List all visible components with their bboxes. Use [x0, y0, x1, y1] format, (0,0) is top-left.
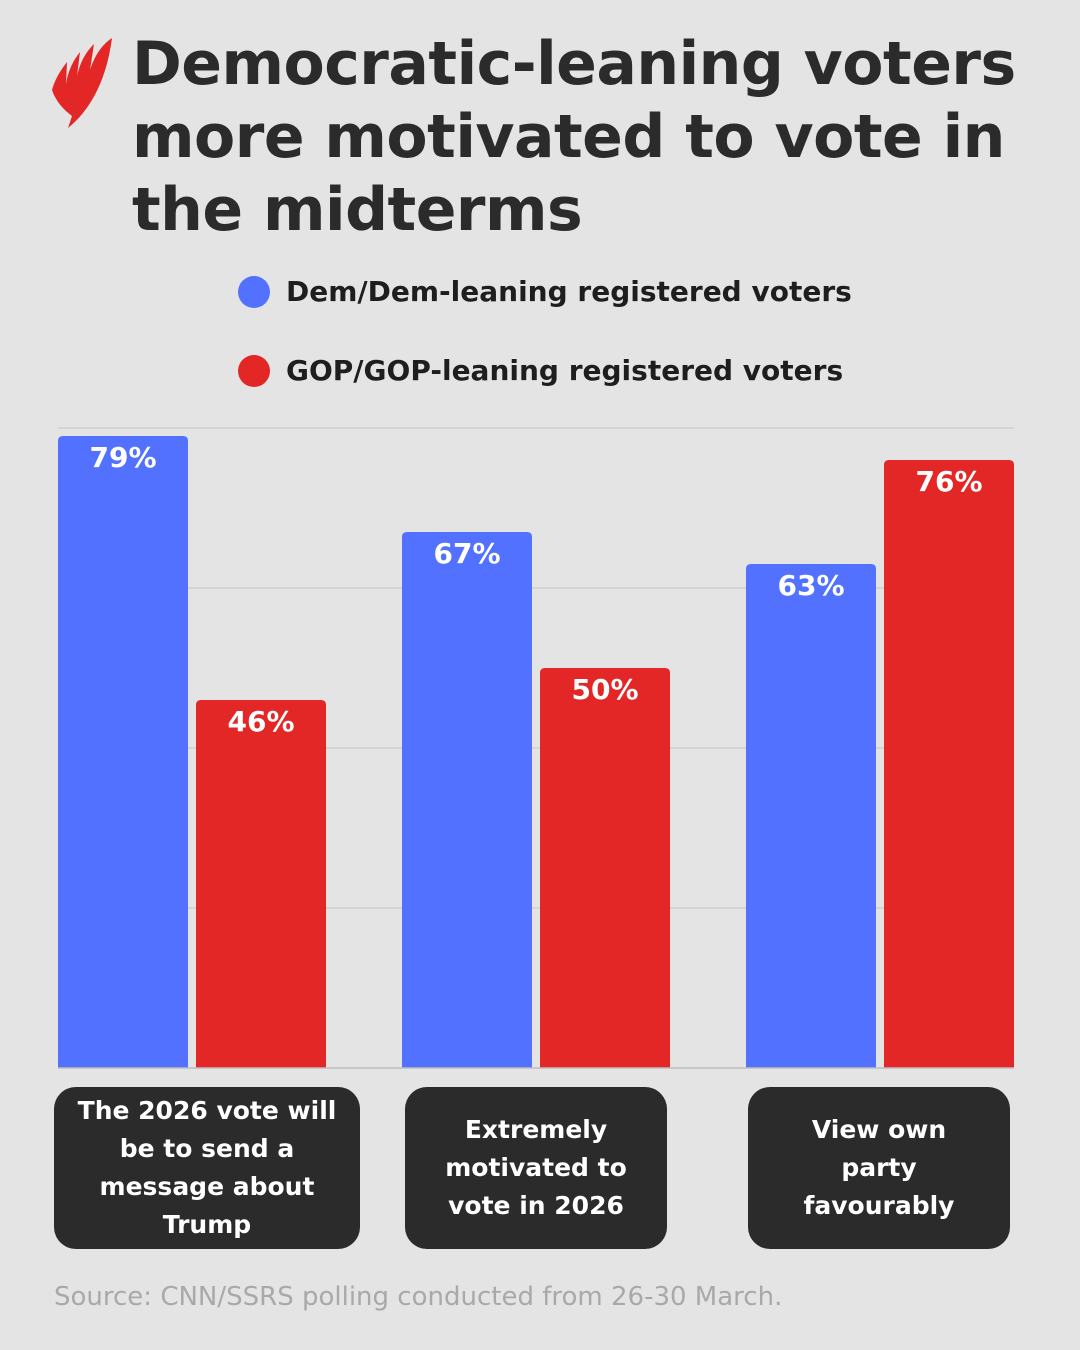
bar-gop-1	[540, 668, 670, 1068]
legend-item-dem: Dem/Dem-leaning registered voters	[238, 275, 852, 308]
bar-gop-2	[884, 460, 1014, 1068]
category-label-1: Extremely motivated to vote in 2026	[405, 1087, 667, 1249]
data-label-gop-2: 76%	[915, 465, 982, 498]
data-label-dem-1: 67%	[433, 537, 500, 570]
data-label-dem-0: 79%	[89, 441, 156, 474]
data-label-dem-2: 63%	[777, 569, 844, 602]
sbs-logo	[52, 38, 112, 128]
category-label-2: View own party favourably	[748, 1087, 1010, 1249]
legend-label-dem: Dem/Dem-leaning registered voters	[286, 275, 852, 308]
bar-dem-2	[746, 564, 876, 1068]
data-label-gop-0: 46%	[227, 705, 294, 738]
legend-item-gop: GOP/GOP-leaning registered voters	[238, 354, 843, 387]
bar-gop-0	[196, 700, 326, 1068]
legend-dot-gop	[238, 354, 270, 387]
legend-label-gop: GOP/GOP-leaning registered voters	[286, 354, 844, 387]
data-label-gop-1: 50%	[571, 673, 638, 706]
legend-dot-dem	[238, 275, 270, 308]
bar-dem-0	[58, 436, 188, 1068]
category-label-0: The 2026 vote will be to send a message …	[54, 1087, 360, 1249]
chart-title: Democratic-leaning voters more motivated…	[132, 29, 1016, 245]
source-note: Source: CNN/SSRS polling conducted from …	[54, 1282, 783, 1312]
bar-chart: 79% 46% 67% 50% 63% 76%	[58, 427, 1014, 1069]
bar-dem-1	[402, 532, 532, 1068]
